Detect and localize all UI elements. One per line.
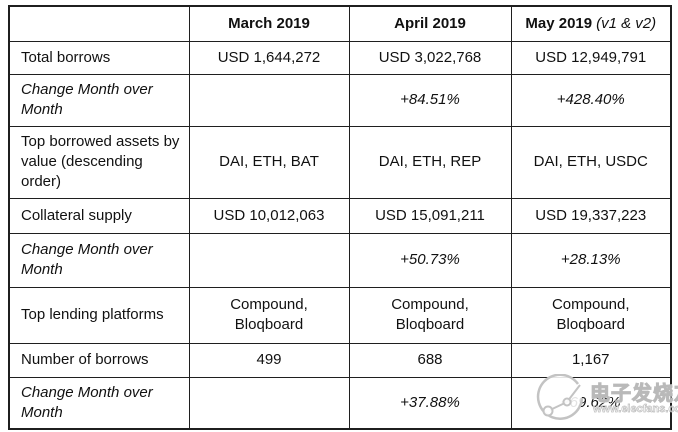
value-cell: DAI, ETH, REP	[348, 125, 512, 199]
value-cell: USD 10,012,063	[188, 197, 350, 234]
header-may-version-suffix: (v1 & v2)	[596, 14, 657, 32]
value-cell: +37.88%	[348, 376, 512, 429]
value-cell: USD 19,337,223	[510, 197, 672, 234]
row-label-cell: Top lending platforms	[8, 286, 190, 344]
value-cell: +28.13%	[510, 232, 672, 288]
value-cell: DAI, ETH, BAT	[188, 125, 350, 199]
table-row-change-mom-number: Change Month over Month +37.88% +69.62%	[8, 376, 672, 429]
table-row-top-borrowed-assets: Top borrowed assets by value (descending…	[8, 125, 672, 199]
metrics-table: March 2019 April 2019 May 2019 (v1 & v2) …	[8, 5, 672, 430]
value-cell	[188, 232, 350, 288]
table-row-total-borrows: Total borrows USD 1,644,272 USD 3,022,76…	[8, 40, 672, 75]
table-row-change-mom-borrows: Change Month over Month +84.51% +428.40%	[8, 73, 672, 127]
value-cell: +428.40%	[510, 73, 672, 127]
table-row-collateral-supply: Collateral supply USD 10,012,063 USD 15,…	[8, 197, 672, 234]
row-label-cell: Change Month over Month	[8, 232, 190, 288]
value-cell: USD 1,644,272	[188, 40, 350, 75]
row-label-cell: Change Month over Month	[8, 376, 190, 429]
row-label-cell: Number of borrows	[8, 342, 190, 378]
table-row-number-of-borrows: Number of borrows 499 688 1,167	[8, 342, 672, 378]
header-may-main: May 2019	[525, 14, 593, 32]
value-cell	[188, 73, 350, 127]
header-april-2019: April 2019	[348, 5, 512, 42]
header-may-2019: May 2019 (v1 & v2)	[510, 5, 672, 42]
table-row-change-mom-collateral: Change Month over Month +50.73% +28.13%	[8, 232, 672, 288]
value-cell: +69.62%	[510, 376, 672, 429]
value-cell: USD 3,022,768	[348, 40, 512, 75]
row-label-cell: Change Month over Month	[8, 73, 190, 127]
value-cell: Compound, Bloqboard	[348, 286, 512, 344]
table-row-top-lending-platforms: Top lending platforms Compound, Bloqboar…	[8, 286, 672, 344]
value-cell: 688	[348, 342, 512, 378]
value-cell: 1,167	[510, 342, 672, 378]
value-cell: Compound, Bloqboard	[510, 286, 672, 344]
value-cell: USD 12,949,791	[510, 40, 672, 75]
value-cell: +84.51%	[348, 73, 512, 127]
header-march-2019: March 2019	[188, 5, 350, 42]
value-cell: Compound, Bloqboard	[188, 286, 350, 344]
value-cell	[188, 376, 350, 429]
row-label-cell: Collateral supply	[8, 197, 190, 234]
value-cell: DAI, ETH, USDC	[510, 125, 672, 199]
row-label-cell: Top borrowed assets by value (descending…	[8, 125, 190, 199]
value-cell: USD 15,091,211	[348, 197, 512, 234]
row-label-cell: Total borrows	[8, 40, 190, 75]
table-header-row: March 2019 April 2019 May 2019 (v1 & v2)	[8, 5, 672, 42]
header-empty-cell	[8, 5, 190, 42]
value-cell: 499	[188, 342, 350, 378]
value-cell: +50.73%	[348, 232, 512, 288]
